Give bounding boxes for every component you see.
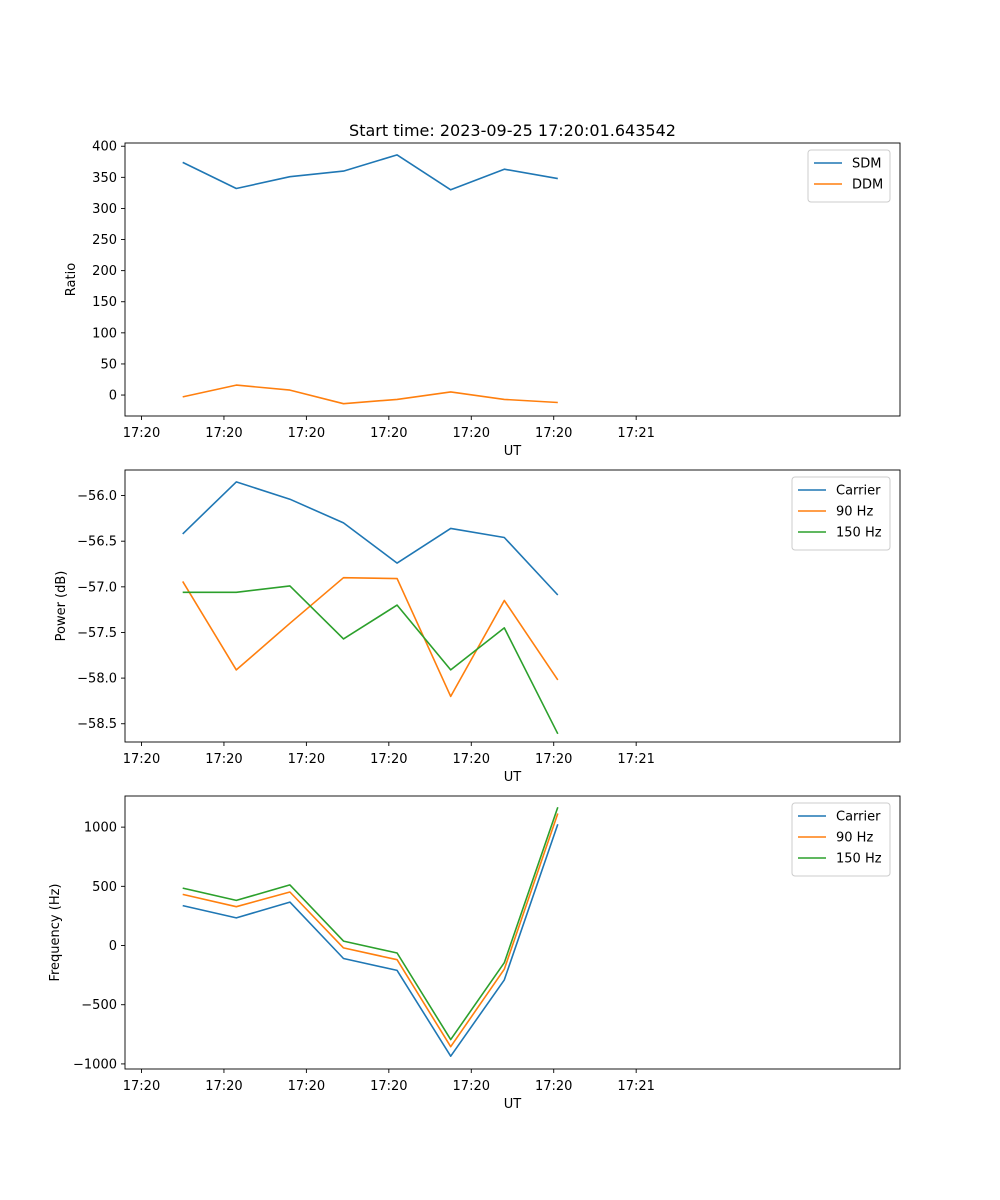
x-axis-label: UT [504,1097,522,1112]
x-tick-label: 17:20 [453,426,490,441]
x-tick-label: 17:20 [288,752,325,767]
y-tick-label: 500 [92,880,117,895]
x-tick-label: 17:20 [123,752,160,767]
x-tick-label: 17:20 [535,426,572,441]
x-tick-label: 17:20 [453,1079,490,1094]
y-tick-label: 250 [92,233,117,248]
x-tick-label: 17:21 [617,426,654,441]
y-axis-label: Frequency (Hz) [48,883,63,981]
axes-frame [124,469,901,743]
x-axis-label: UT [504,444,522,459]
x-tick-label: 17:20 [370,752,407,767]
series-line-sdm [182,154,558,191]
x-tick-label: 17:20 [205,1079,242,1094]
y-tick-label: 0 [109,389,117,404]
chart-2: 17:20 17:20 17:20 17:20 17:20 17:20 17:21 −58.5… [54,469,901,785]
legend: Carrier 90 Hz 150 Hz [791,802,891,877]
legend-label: Carrier [836,484,881,499]
x-tick-label: 17:20 [123,426,160,441]
y-axis-label: Ratio [64,263,79,296]
legend-label: DDM [852,178,883,193]
y-tick-label: −57.0 [77,580,117,595]
series-line-150-hz [182,806,559,1041]
x-tick-label: 17:20 [205,426,242,441]
series-line-ddm [182,384,558,405]
series-line-150-hz [182,585,559,735]
y-tick-label: 1000 [84,821,117,836]
y-tick-label: −58.0 [77,672,117,687]
axes-frame [124,795,901,1070]
x-tick-label: 17:20 [370,426,407,441]
x-tick-label: 17:20 [535,752,572,767]
y-tick-label: 150 [92,295,117,310]
chart-1: 17:20 17:20 17:20 17:20 17:20 17:20 17:21 0 50 10… [64,121,901,459]
x-tick-label: 17:20 [205,752,242,767]
legend-label: SDM [852,157,881,172]
x-tick-label: 17:20 [288,426,325,441]
chart-3: 17:20 17:20 17:20 17:20 17:20 17:20 17:21 −1000… [48,795,901,1112]
legend-label: 150 Hz [836,852,882,867]
legend: Carrier 90 Hz 150 Hz [791,476,891,551]
series-line-90-hz [182,576,559,698]
y-tick-label: −56.0 [77,489,117,504]
x-tick-label: 17:20 [123,1079,160,1094]
y-tick-label: −56.5 [77,535,117,550]
y-tick-label: 300 [92,202,117,217]
x-axis-label: UT [504,770,522,785]
y-tick-label: 50 [100,357,117,372]
y-tick-label: −57.5 [77,626,117,641]
x-tick-label: 17:21 [617,1079,654,1094]
legend-label: 90 Hz [836,505,873,520]
x-tick-label: 17:20 [535,1079,572,1094]
y-tick-label: 350 [92,171,117,186]
y-tick-label: −58.5 [77,717,117,732]
series-line-90-hz [182,813,559,1048]
y-axis-label: Power (dB) [54,571,69,642]
series-line-carrier [182,823,559,1057]
x-tick-label: 17:20 [453,752,490,767]
legend-label: 90 Hz [836,831,873,846]
legend-label: 150 Hz [836,526,882,541]
x-tick-label: 17:20 [370,1079,407,1094]
legend-label: Carrier [836,810,881,825]
y-tick-label: 0 [109,939,117,954]
series-line-carrier [182,481,559,596]
legend: SDM DDM [807,149,891,203]
y-tick-label: 400 [92,140,117,155]
x-tick-label: 17:21 [617,752,654,767]
y-tick-label: −1000 [73,1057,117,1072]
y-tick-label: −500 [81,998,117,1013]
axes-frame [124,142,901,417]
y-tick-label: 100 [92,326,117,341]
x-tick-label: 17:20 [288,1079,325,1094]
y-tick-label: 200 [92,264,117,279]
chart-title: Start time: 2023-09-25 17:20:01.643542 [349,121,676,140]
